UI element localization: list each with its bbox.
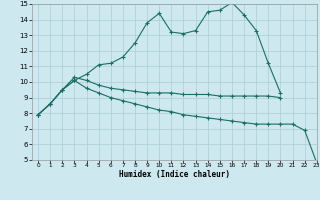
X-axis label: Humidex (Indice chaleur): Humidex (Indice chaleur) [119, 170, 230, 179]
